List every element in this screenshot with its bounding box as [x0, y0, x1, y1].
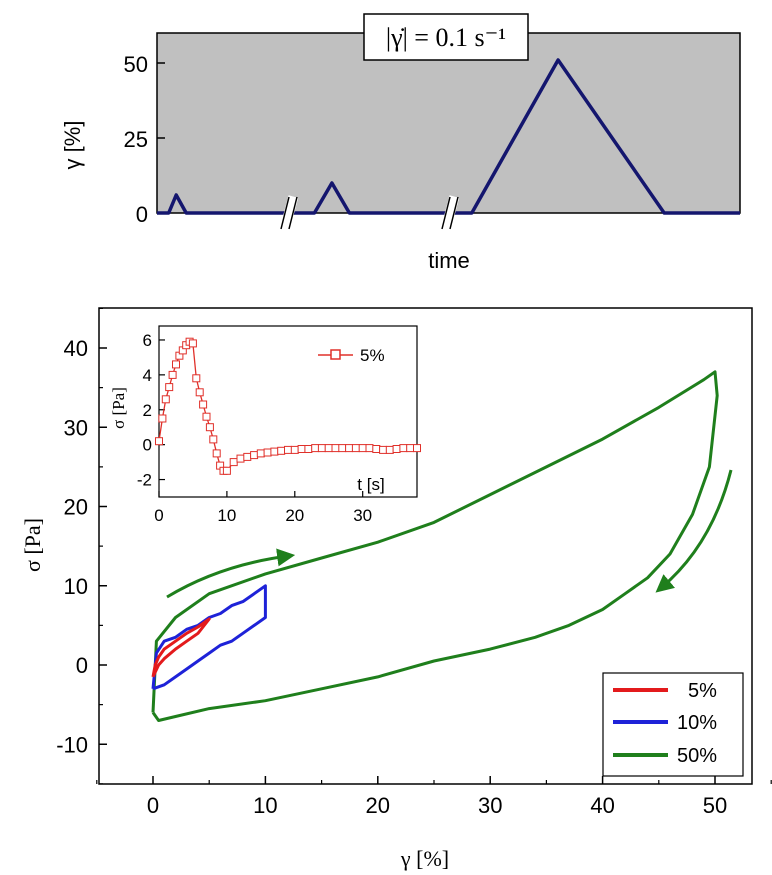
inset-point — [358, 444, 367, 453]
inset-point — [399, 444, 408, 453]
main-x-tick-label-5: 50 — [703, 793, 727, 818]
main-x-tick-label-2: 20 — [366, 793, 390, 818]
inset-point — [250, 451, 259, 460]
inset-point — [270, 447, 279, 456]
main-x-tick-label-0: 0 — [147, 793, 159, 818]
strain-protocol-line — [157, 58, 740, 215]
inset-point — [331, 444, 340, 453]
inset-legend-marker — [330, 349, 341, 360]
inset-point — [379, 445, 388, 454]
main-x-axis-label: γ [%] — [400, 846, 449, 871]
inset-point — [365, 444, 374, 453]
inset-x-tick-label-1: 10 — [217, 506, 236, 525]
main-y-tick-label-2: 10 — [64, 574, 88, 599]
inset-y-tick-label-2: 2 — [143, 401, 152, 420]
main-x-tick-label-4: 40 — [590, 793, 614, 818]
main-y-tick-label-1: 0 — [76, 653, 88, 678]
main-legend: 5% 10% 50% — [602, 672, 744, 777]
inset-point — [155, 437, 163, 446]
inset-point — [297, 445, 306, 453]
inset-x-tick-label-0: 0 — [154, 506, 163, 525]
inset-point — [304, 445, 313, 453]
inset-series — [155, 337, 421, 475]
inset-point — [290, 445, 299, 454]
inset-plot-frame — [158, 325, 418, 498]
inset-x-tick-label-3: 30 — [353, 506, 372, 525]
top-y-tick-label-1: 25 — [124, 127, 148, 152]
inset-legend-label: 5% — [360, 346, 385, 365]
inset-y-tick-label-0: -2 — [137, 471, 152, 490]
inset-point — [324, 444, 333, 453]
inset-y-tick-label-3: 4 — [143, 366, 152, 385]
inset-point — [158, 414, 167, 423]
series-line-5pct — [151, 617, 211, 678]
inset-point — [256, 449, 265, 458]
main-y-tick-label-0: -10 — [56, 732, 88, 757]
inset-point — [222, 466, 231, 475]
inset-x-axis-label: t [s] — [357, 475, 384, 494]
inset-point — [195, 388, 204, 397]
axis-break-2 — [440, 195, 460, 231]
inset-point — [351, 444, 360, 453]
inset-point — [392, 445, 401, 453]
inset-point — [165, 383, 174, 392]
main-series — [151, 370, 719, 722]
inset-point — [161, 395, 170, 404]
strain-protocol-panel: 0 25 50 |γ̇| = 0.1 s⁻¹ γ [%] time — [60, 13, 741, 273]
legend-label-50: 50% — [677, 745, 717, 767]
inset-point — [229, 458, 238, 467]
shear-rate-label: |γ̇| = 0.1 s⁻¹ — [386, 23, 506, 52]
legend-label-5: 5% — [688, 680, 717, 702]
inset-point — [188, 339, 197, 348]
inset-point — [209, 435, 218, 444]
inset-y-tick-label-4: 6 — [143, 331, 152, 350]
unloading-direction-arrow — [655, 469, 733, 593]
inset-point — [199, 400, 208, 409]
loading-direction-arrow — [166, 548, 296, 599]
main-y-tick-label-5: 40 — [64, 336, 88, 361]
top-x-axis-label: time — [428, 248, 470, 273]
inset-point — [372, 445, 381, 453]
inset-point — [172, 360, 180, 369]
inset-point — [413, 444, 421, 453]
inset-point — [243, 452, 252, 461]
inset-point — [205, 423, 214, 432]
inset-point — [202, 412, 211, 421]
inset-point — [236, 454, 245, 463]
main-y-axis-label: σ [Pa] — [20, 518, 45, 572]
main-x-tick-label-1: 10 — [253, 793, 277, 818]
inset-point — [338, 444, 347, 453]
main-y-tick-label-4: 30 — [64, 415, 88, 440]
main-y-tick-label-3: 20 — [64, 495, 88, 520]
shear-rate-annotation: |γ̇| = 0.1 s⁻¹ — [363, 13, 529, 61]
legend-label-10: 10% — [677, 712, 717, 734]
inset-y-tick-label-1: 0 — [143, 436, 152, 455]
inset-y-axis-label: σ [Pa] — [109, 387, 128, 429]
top-y-tick-label-0: 0 — [136, 202, 148, 227]
inset-point — [168, 370, 177, 379]
inset-legend: 5% — [318, 346, 385, 365]
series-line-10pct — [151, 584, 267, 691]
inset-point — [385, 445, 394, 454]
top-y-axis-label: γ [%] — [60, 121, 85, 170]
inset-point — [277, 446, 286, 455]
axis-break-1 — [279, 195, 299, 231]
main-x-tick-label-3: 30 — [478, 793, 502, 818]
top-y-tick-label-2: 50 — [124, 52, 148, 77]
inset-x-tick-label-2: 20 — [285, 506, 304, 525]
inset-point — [212, 449, 221, 458]
inset-point — [311, 444, 320, 453]
inset-point — [406, 444, 415, 453]
inset-point — [263, 448, 272, 457]
inset-point — [284, 445, 292, 454]
inset-point — [192, 374, 201, 383]
series-line-50pct — [151, 370, 719, 722]
inset-point — [317, 444, 326, 453]
inset-point — [345, 444, 354, 453]
